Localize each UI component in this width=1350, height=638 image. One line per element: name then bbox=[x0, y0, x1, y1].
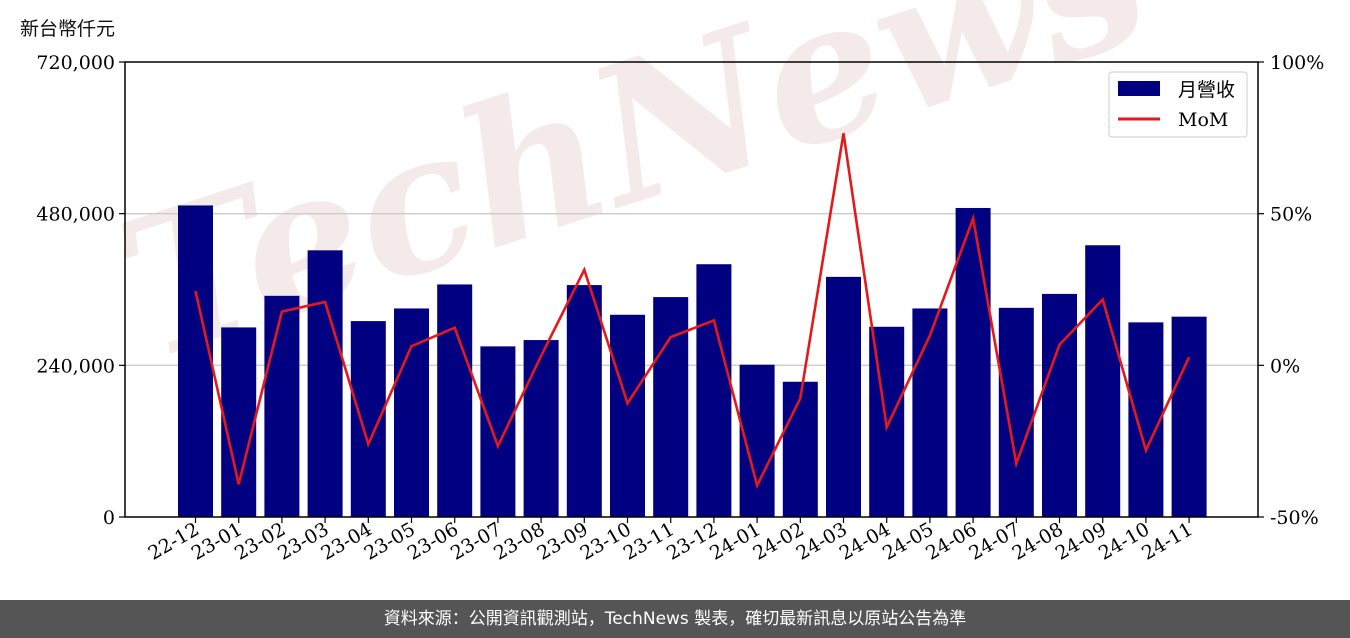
revenue-bar bbox=[437, 284, 473, 517]
revenue-bar bbox=[307, 250, 343, 517]
left-y-tick-label: 0 bbox=[103, 507, 115, 529]
legend-label-mom: MoM bbox=[1178, 109, 1228, 131]
revenue-bar bbox=[1085, 245, 1121, 517]
mom-line-series bbox=[194, 133, 1191, 490]
revenue-bar bbox=[653, 297, 689, 517]
revenue-bars bbox=[178, 205, 1207, 517]
revenue-bar bbox=[1042, 293, 1077, 517]
revenue-chart: TechNews 0240,000480,000720,000-50%0%50%… bbox=[36, 0, 1324, 565]
revenue-bar bbox=[264, 295, 300, 517]
revenue-bar bbox=[955, 207, 991, 517]
revenue-bar bbox=[566, 285, 602, 517]
source-footer: 資料來源：公開資訊觀測站，TechNews 製表，確切最新訊息以原站公告為準 bbox=[0, 600, 1350, 638]
left-y-tick-label: 240,000 bbox=[36, 355, 115, 377]
revenue-bar bbox=[480, 346, 516, 517]
left-y-tick-label: 480,000 bbox=[36, 204, 115, 226]
revenue-bar bbox=[826, 276, 861, 517]
x-tick-label: 24-11 bbox=[1138, 518, 1196, 564]
revenue-bar bbox=[912, 308, 948, 517]
revenue-bar bbox=[998, 307, 1034, 517]
mom-line bbox=[194, 133, 1191, 490]
revenue-bar bbox=[696, 264, 732, 517]
revenue-bar bbox=[1171, 316, 1207, 517]
revenue-bar bbox=[523, 340, 559, 517]
legend: 月營收 MoM bbox=[1108, 71, 1248, 138]
legend-label-revenue: 月營收 bbox=[1178, 79, 1235, 101]
revenue-bar bbox=[178, 205, 213, 517]
y-axis-unit-label: 新台幣仟元 bbox=[20, 18, 116, 40]
left-y-tick-label: 720,000 bbox=[36, 52, 115, 74]
right-y-tick-label: 50% bbox=[1270, 204, 1312, 226]
right-y-tick-label: -50% bbox=[1270, 507, 1319, 529]
revenue-bar bbox=[1128, 322, 1164, 517]
legend-bar-swatch bbox=[1118, 81, 1160, 96]
revenue-bar bbox=[782, 381, 818, 517]
plot-frame bbox=[124, 61, 1259, 518]
right-y-tick-label: 0% bbox=[1270, 355, 1300, 377]
revenue-bar bbox=[221, 327, 257, 517]
revenue-bar bbox=[394, 308, 429, 517]
right-y-tick-label: 100% bbox=[1270, 52, 1324, 74]
revenue-bar bbox=[610, 314, 645, 517]
